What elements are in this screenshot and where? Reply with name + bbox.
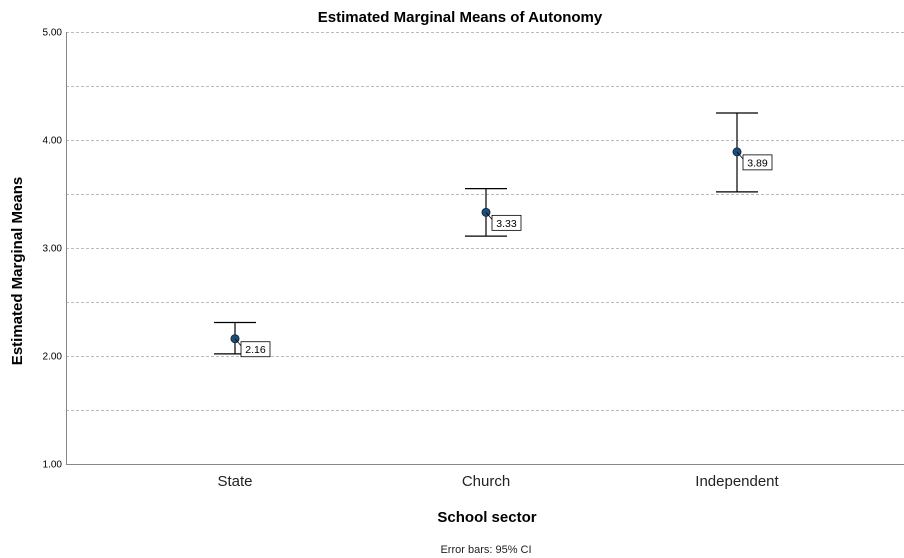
data-label-leader (234, 338, 242, 346)
data-label-leader (736, 151, 744, 160)
y-tick-label: 5.00 (43, 28, 63, 39)
x-tick-label: State (217, 473, 252, 490)
y-axis-title: Estimated Marginal Means (9, 177, 26, 365)
x-axis-title: School sector (437, 509, 536, 526)
gridlines (66, 32, 904, 411)
data-label-text: 2.16 (245, 344, 266, 356)
data-label: 2.16 (234, 338, 271, 358)
data-label-leader (485, 212, 493, 220)
y-tick-label: 2.00 (43, 352, 63, 363)
data-label-text: 3.89 (747, 157, 768, 169)
x-tick-label: Independent (695, 473, 779, 490)
y-tick-labels: 1.00 2.00 3.00 4.00 5.00 (43, 28, 63, 471)
data-label-box (240, 341, 271, 358)
y-tick-label: 3.00 (43, 244, 63, 255)
x-tick-label: Church (462, 473, 510, 490)
data-label: 3.33 (485, 212, 522, 231)
data-label-box (742, 154, 773, 171)
axes (66, 32, 904, 465)
data-label-box (491, 214, 522, 231)
data-label: 3.89 (736, 151, 773, 171)
mean-points (230, 147, 742, 344)
chart-title: Estimated Marginal Means of Autonomy (318, 9, 603, 26)
x-tick-labels: State Church Independent (217, 473, 779, 490)
y-tick-label: 1.00 (43, 460, 63, 471)
error-bars (214, 112, 758, 355)
data-labels: 2.16 3.33 3.89 (234, 151, 773, 358)
data-label-text: 3.33 (496, 218, 517, 230)
y-tick-label: 4.00 (43, 136, 63, 147)
footnote: Error bars: 95% CI (440, 544, 531, 556)
